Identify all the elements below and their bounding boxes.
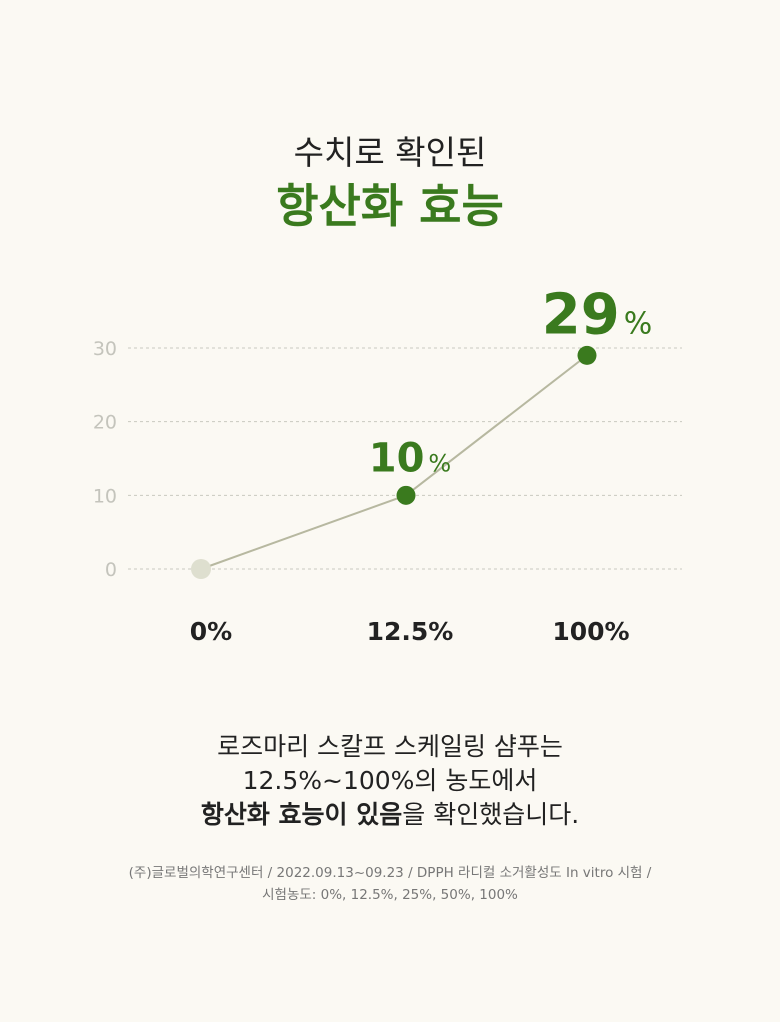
y-tick-label: 30 [93, 338, 117, 360]
data-point [191, 559, 211, 579]
x-tick-label: 100% [552, 617, 629, 646]
footnote-line-1: (주)글로벌의학연구센터 / 2022.09.13~09.23 / DPPH 라… [128, 865, 652, 881]
y-tick-label: 10 [93, 485, 117, 507]
x-tick-label: 0% [190, 617, 232, 646]
data-label: 10% [369, 435, 451, 481]
x-tick-label: 12.5% [367, 617, 454, 646]
footnote: (주)글로벌의학연구센터 / 2022.09.13~09.23 / DPPH 라… [0, 862, 780, 906]
y-tick-label: 20 [93, 412, 117, 434]
description-line-2: 12.5%~100%의 농도에서 [242, 766, 538, 795]
data-point [396, 485, 416, 505]
description-line-3: 항산화 효능이 있음을 확인했습니다. [0, 798, 780, 832]
description: 로즈마리 스칼프 스케일링 샴푸는 12.5%~100%의 농도에서 항산화 효… [0, 730, 780, 832]
data-label: 29% [542, 282, 652, 347]
y-tick-label: 0 [105, 559, 117, 581]
description-line-3-rest: 을 확인했습니다. [402, 800, 580, 829]
data-label-value: 10 [369, 435, 425, 481]
page-title: 항산화 효능 [276, 179, 504, 233]
data-label-unit: % [428, 449, 451, 477]
data-point [577, 345, 597, 365]
footnote-line-2: 시험농도: 0%, 12.5%, 25%, 50%, 100% [262, 887, 518, 903]
description-line-1: 로즈마리 스칼프 스케일링 샴푸는 [217, 732, 563, 761]
data-label-value: 29 [542, 282, 620, 347]
data-label-unit: % [624, 306, 653, 341]
page-subtitle: 수치로 확인된 [293, 133, 487, 172]
description-highlight: 항산화 효능이 있음 [200, 800, 403, 829]
